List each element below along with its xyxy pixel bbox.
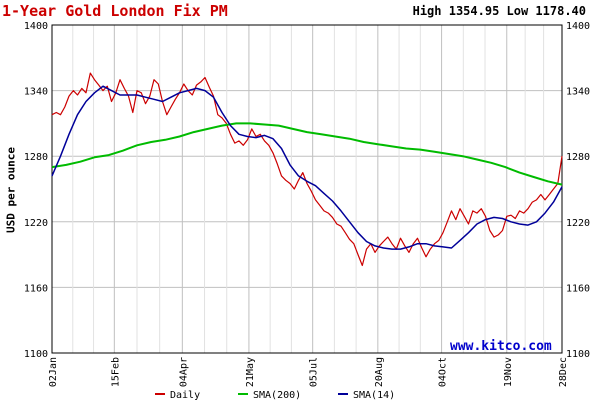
y-tick-label: 1280 — [24, 152, 48, 163]
legend: Daily SMA(200) SMA(14) — [155, 390, 395, 400]
y-tick-label-right: 1220 — [566, 218, 590, 229]
series-line-sma-200 — [51, 122, 563, 186]
series-line-sma-14 — [51, 85, 563, 250]
x-tick-label: 20Aug — [374, 357, 385, 387]
y-tick-label: 1220 — [24, 218, 48, 229]
series-line-daily — [51, 72, 563, 267]
y-tick-label-right: 1400 — [566, 21, 590, 32]
x-tick-label: 28Dec — [558, 357, 569, 387]
high-low-stats: High 1354.95 Low 1178.40 — [412, 4, 586, 18]
watermark-link[interactable]: www.kitco.com — [450, 339, 552, 354]
y-tick-label: 1160 — [24, 283, 48, 294]
x-tick-label: 15Feb — [110, 357, 121, 387]
chart-title: 1-Year Gold London Fix PM — [2, 2, 228, 20]
x-tick-label: 19Nov — [503, 357, 514, 387]
legend-label: Daily — [170, 390, 200, 400]
plot-frame — [51, 24, 563, 354]
y-tick-label-right: 1340 — [566, 87, 590, 98]
y-tick-label-right: 1160 — [566, 283, 590, 294]
x-tick-label: 05Jul — [309, 357, 320, 387]
y-tick-label-right: 1100 — [566, 349, 590, 360]
y-ticks-right: 1100 1160 1220 1280 1340 1400 — [566, 21, 590, 360]
grid-lines — [51, 24, 563, 354]
y-ticks-left: 1100 1160 1220 1280 1340 1400 — [24, 21, 48, 360]
x-tick-label: 04Apr — [178, 357, 189, 387]
y-tick-label: 1340 — [24, 87, 48, 98]
y-tick-label: 1100 — [24, 349, 48, 360]
x-ticks: 02Jan 15Feb 04Apr 21May 05Jul 20Aug 04Oct 19Nov… — [48, 357, 569, 387]
y-tick-label: 1400 — [24, 21, 48, 32]
legend-label: SMA(14) — [353, 390, 395, 400]
series-layer — [51, 72, 563, 267]
legend-label: SMA(200) — [253, 390, 301, 400]
x-tick-label: 21May — [245, 357, 256, 387]
x-tick-label: 02Jan — [48, 357, 59, 387]
x-tick-label: 04Oct — [438, 357, 449, 387]
y-tick-label-right: 1280 — [566, 152, 590, 163]
